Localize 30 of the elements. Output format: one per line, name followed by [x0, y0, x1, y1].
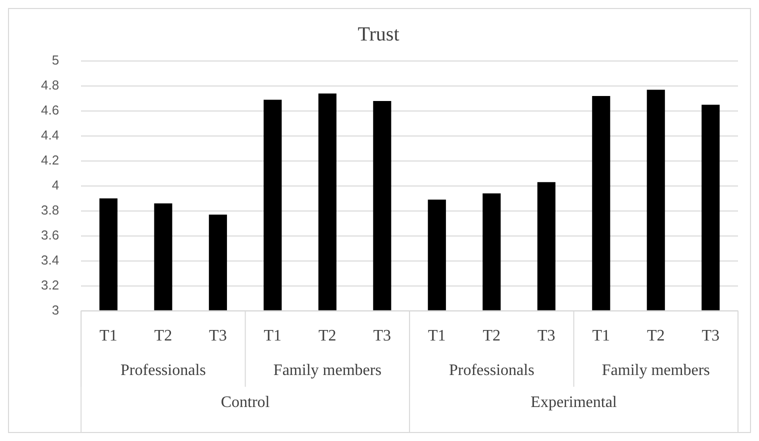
x-tick-label: T2	[646, 328, 665, 345]
y-tick-label: 4.8	[40, 78, 60, 93]
text: Control	[220, 394, 270, 412]
y-tick-label: 4.2	[40, 152, 60, 168]
text: Family members	[273, 362, 382, 380]
x-tick-label: T2	[318, 328, 336, 345]
y-tick-label: 4.6	[40, 102, 60, 118]
x-tick-label: T3	[373, 328, 392, 345]
x-tick-label: T3	[538, 328, 556, 345]
x-tick-label: T3	[209, 328, 227, 345]
text: Professionals	[448, 362, 534, 380]
text: Experimental	[530, 394, 618, 412]
chart-title: Trust	[358, 23, 400, 46]
y-tick-label: 3.8	[40, 202, 60, 218]
y-tick-label: 3.4	[40, 252, 60, 268]
x-tick-label: T1	[264, 328, 282, 345]
y-tick-label: 3	[52, 302, 60, 318]
y-tick-label: 5	[52, 52, 60, 68]
text: Professionals	[120, 362, 206, 380]
x-tick-label: T1	[428, 328, 446, 345]
x-tick-label: T1	[100, 328, 118, 345]
x-tick-label: T2	[154, 328, 172, 345]
y-tick-label: 4	[52, 177, 60, 192]
x-tick-label: T2	[482, 328, 501, 345]
y-tick-label: 3.2	[40, 277, 60, 292]
text: Family members	[602, 362, 710, 380]
y-tick-label: 3.6	[40, 227, 60, 242]
x-tick-label: T3	[702, 328, 720, 345]
x-tick-label: T1	[592, 328, 610, 345]
y-tick-label: 4.4	[40, 128, 60, 143]
